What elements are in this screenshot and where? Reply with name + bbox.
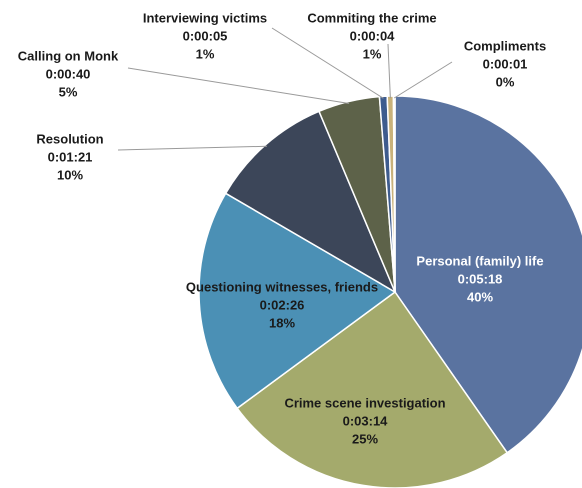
slice-duration: 0:01:21 xyxy=(48,149,93,164)
slice-percent: 1% xyxy=(363,46,382,61)
slice-label: Commiting the crime xyxy=(307,10,436,25)
slice-percent: 1% xyxy=(196,46,215,61)
slice-label: Compliments xyxy=(464,38,546,53)
slice-duration: 0:05:18 xyxy=(458,271,503,286)
leader-line xyxy=(117,145,267,151)
slice-label: Questioning witnesses, friends xyxy=(186,279,378,294)
pie-slice xyxy=(224,110,397,294)
slice-duration: 0:03:14 xyxy=(343,413,389,428)
leader-line xyxy=(393,61,453,99)
slice-label: Interviewing victims xyxy=(143,10,267,25)
slice-percent: 5% xyxy=(59,84,78,99)
pie-slice xyxy=(392,95,396,293)
slice-duration: 0:02:26 xyxy=(260,297,305,312)
slice-label: Resolution xyxy=(36,131,103,146)
pie-slice xyxy=(236,290,509,488)
slice-percent: 18% xyxy=(269,315,295,330)
slice-percent: 10% xyxy=(57,167,83,182)
leader-line xyxy=(271,27,384,99)
slice-label: Personal (family) life xyxy=(416,253,543,268)
slice-duration: 0:00:04 xyxy=(350,28,396,43)
slice-percent: 0% xyxy=(496,74,515,89)
leader-line xyxy=(387,43,391,99)
slice-label: Calling on Monk xyxy=(18,48,119,63)
leader-line xyxy=(127,67,350,105)
slice-duration: 0:00:40 xyxy=(46,66,91,81)
pie-slice xyxy=(198,192,397,410)
slice-label: Crime scene investigation xyxy=(284,395,445,410)
slice-percent: 25% xyxy=(352,431,378,446)
slice-duration: 0:00:05 xyxy=(183,28,228,43)
slice-duration: 0:00:01 xyxy=(483,56,528,71)
slice-percent: 40% xyxy=(467,289,493,304)
